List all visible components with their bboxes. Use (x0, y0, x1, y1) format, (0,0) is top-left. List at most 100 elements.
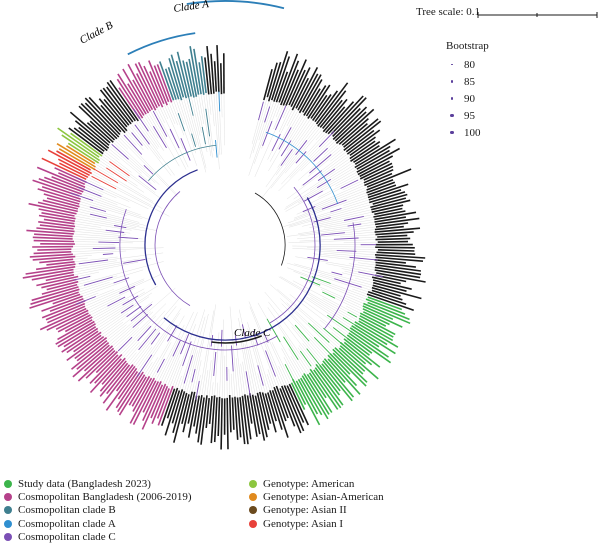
tip-label-mark (278, 53, 299, 103)
tip-label-mark (171, 389, 184, 424)
leader-line (303, 132, 326, 158)
bootstrap-dot-icon (446, 63, 458, 66)
leader-line (107, 150, 120, 161)
tip-label-mark (356, 149, 390, 170)
leader-line (81, 193, 141, 216)
tip-label-mark (46, 309, 89, 331)
leader-line (306, 296, 352, 326)
tip-label-mark (372, 284, 422, 300)
tip-label-mark (103, 98, 128, 128)
tip-label-mark (325, 101, 355, 134)
leader-line (173, 100, 197, 166)
tip-label-mark (322, 106, 346, 133)
leader-line (126, 297, 181, 362)
tip-label-mark (356, 147, 400, 173)
tip-label-mark (367, 301, 410, 321)
tip-label-mark (305, 85, 327, 117)
tip-label-mark (217, 396, 221, 437)
leader-line (267, 307, 311, 370)
tip-label-mark (374, 266, 422, 276)
branch (258, 101, 264, 121)
tip-label-mark (38, 221, 76, 228)
legend-item: Genotype: Asian I (249, 517, 384, 530)
tip-label-mark (353, 145, 380, 163)
tip-label-mark (132, 79, 151, 112)
branch (76, 296, 96, 305)
tip-label-mark (58, 148, 96, 171)
leader-line (293, 161, 351, 200)
leader-line (143, 323, 175, 373)
tip-label-mark (66, 330, 99, 354)
tip-label-mark (106, 86, 134, 123)
tip-label-mark (275, 385, 289, 419)
legend-item: Cosmopolitan clade B (4, 504, 192, 517)
tip-label-mark (374, 207, 403, 216)
tip-label-mark (66, 334, 102, 362)
tip-label-mark (220, 63, 223, 95)
branch (215, 140, 218, 158)
tip-label-mark (173, 392, 188, 443)
branch (78, 259, 109, 265)
branch (91, 175, 117, 190)
leader-line (118, 136, 178, 197)
tip-label-mark (99, 362, 129, 397)
branch (122, 295, 139, 306)
leader-line (119, 134, 177, 194)
legend-dot-icon (249, 479, 257, 488)
leader-line (84, 187, 104, 195)
branch (105, 229, 125, 233)
tip-label-mark (321, 363, 353, 402)
tip-label-mark (358, 320, 394, 342)
leader-line (294, 263, 373, 286)
leader-line (325, 263, 377, 274)
leader-line (108, 145, 142, 174)
branch (106, 167, 127, 182)
leader-line (162, 107, 169, 120)
branch (195, 380, 200, 400)
tip-label-mark (170, 54, 185, 98)
tip-label-mark (367, 296, 403, 311)
leader-line (121, 324, 150, 355)
leader-line (100, 313, 129, 333)
tip-label-mark (52, 293, 81, 305)
leader-line (129, 306, 177, 366)
branch (153, 125, 167, 149)
tip-label-mark (310, 94, 328, 119)
leader-line (74, 231, 125, 237)
leader-line (177, 375, 182, 389)
leader-line (293, 189, 367, 219)
leader-line (261, 126, 318, 198)
leader-line (283, 357, 297, 381)
tip-label-mark (343, 120, 382, 152)
leader-line (298, 144, 340, 181)
tip-label-mark (188, 58, 198, 97)
tip-label-mark (354, 145, 391, 169)
tip-label-mark (372, 193, 408, 205)
tip-label-mark (291, 378, 307, 405)
leader-line (99, 160, 138, 187)
leader-line (303, 186, 368, 214)
branch (264, 106, 271, 123)
leader-line (97, 296, 150, 332)
tip-label-mark (61, 134, 101, 162)
tip-label-mark (312, 94, 332, 121)
tip-label-mark (185, 61, 195, 98)
leader-line (169, 360, 181, 389)
tip-label-mark (208, 395, 213, 424)
bootstrap-item: 85 (446, 73, 489, 90)
bootstrap-dot-icon (446, 113, 458, 118)
leader-line (318, 155, 351, 178)
clade-a-arc (186, 0, 285, 10)
legend-dot-icon (4, 506, 12, 515)
leader-line (320, 289, 363, 309)
tip-label-mark (137, 61, 161, 107)
leader-line (146, 357, 159, 377)
tip-label-mark (375, 256, 424, 262)
leader-line (75, 218, 147, 232)
leader-line (269, 110, 299, 162)
tip-label-mark (64, 316, 93, 333)
branch (150, 332, 161, 345)
leader-line (286, 108, 297, 127)
tip-label-mark (67, 142, 100, 164)
branch (274, 105, 287, 131)
